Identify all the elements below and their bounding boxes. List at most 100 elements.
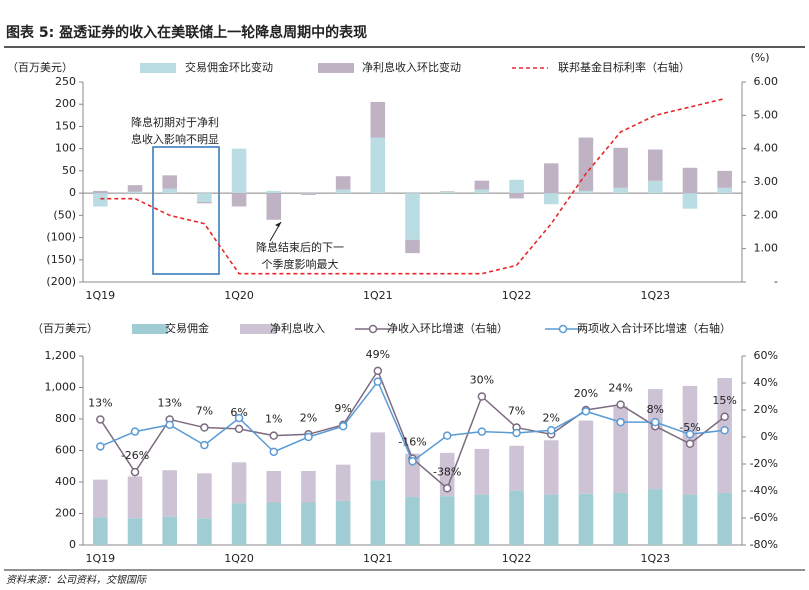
line-marker (373, 377, 383, 386)
bar (717, 493, 732, 545)
data-label: 1% (265, 413, 282, 426)
bar (197, 193, 212, 202)
legend-label: 交易佣金 (165, 321, 209, 335)
data-label: 9% (334, 402, 351, 415)
source-note: 资料来源：公司资料，交银国际 (6, 574, 147, 586)
data-label: 13% (157, 396, 181, 409)
bar (197, 202, 212, 204)
bar (474, 189, 490, 194)
bar (613, 493, 628, 545)
y2-tick-label: 5.00 (754, 108, 779, 121)
line-marker (442, 431, 452, 440)
bar (335, 189, 351, 194)
legend-label: 净收入环比增速（右轴） (387, 321, 508, 335)
data-label: -5% (679, 421, 700, 434)
line-marker (130, 467, 140, 477)
bar (578, 137, 594, 191)
y-tick-label: 0 (69, 538, 76, 551)
legend-label: 联邦基金目标利率（右轴） (558, 60, 690, 74)
bar (335, 464, 351, 501)
y-tick-label: 0 (69, 186, 76, 199)
x-tick-label: 1Q21 (363, 289, 393, 302)
y-tick-label: 400 (55, 475, 76, 488)
line-marker (338, 421, 348, 431)
data-label: -26% (121, 449, 149, 462)
y-tick-label: (200) (46, 275, 76, 288)
x-tick-label: 1Q23 (640, 552, 670, 565)
y-tick-label: 150 (55, 119, 76, 132)
y-tick-label: 600 (55, 444, 76, 457)
bar (509, 445, 524, 491)
x-tick-label: 1Q22 (502, 552, 532, 565)
y2-tick-label: 6.00 (754, 75, 779, 88)
bar (648, 389, 663, 490)
legend-label: 两项收入合计环比增速（右轴） (577, 321, 731, 335)
bar (717, 170, 732, 188)
y-tick-label: (150) (46, 253, 76, 266)
y2-tick-label: -80% (750, 538, 778, 551)
bar (370, 432, 386, 481)
y2-tick-label: 1.00 (754, 242, 779, 255)
y-tick-label: 250 (55, 75, 76, 88)
bar (162, 516, 177, 545)
legend-swatch (140, 63, 176, 73)
bar (197, 518, 212, 545)
bar (648, 149, 663, 181)
bar (648, 489, 663, 545)
y-tick-label: (50) (53, 208, 76, 221)
line-marker (546, 426, 556, 435)
line-marker (96, 442, 105, 451)
bar (266, 190, 282, 194)
line-marker (304, 432, 313, 442)
bar (335, 500, 351, 545)
bar (578, 420, 594, 494)
bar (231, 462, 247, 504)
bar (301, 193, 316, 195)
line-marker (720, 412, 729, 421)
bar (370, 137, 386, 194)
bar (197, 473, 212, 519)
line-marker (685, 439, 695, 448)
line-marker (96, 415, 105, 424)
bar (231, 503, 247, 545)
bar (439, 496, 455, 545)
legend-swatch (132, 324, 168, 334)
line-marker (234, 424, 244, 434)
x-tick-label: 1Q22 (502, 289, 532, 302)
line-marker (165, 420, 174, 430)
data-label: 7% (508, 405, 525, 418)
line-marker (581, 407, 591, 416)
y2-tick-label: -40% (750, 484, 778, 497)
line-marker (651, 417, 660, 427)
bar (370, 102, 386, 138)
bar (405, 496, 420, 545)
annotation: 降息初期对于净利 (131, 115, 219, 129)
y-tick-label: 200 (55, 507, 76, 520)
data-label: 15% (712, 394, 736, 407)
x-tick-label: 1Q19 (86, 552, 116, 565)
data-label: 8% (647, 403, 664, 416)
y2-tick-label: 2.00 (754, 208, 779, 221)
bar (509, 193, 524, 199)
line-marker (442, 484, 452, 493)
y2-tick-label: -60% (750, 511, 778, 524)
line-marker (130, 427, 140, 436)
x-tick-label: 1Q19 (86, 289, 116, 302)
line-marker (616, 417, 625, 427)
data-label: 24% (608, 382, 632, 395)
data-label: 49% (366, 348, 390, 361)
bar (439, 192, 455, 194)
line-marker (616, 400, 625, 409)
y-tick-label: 200 (55, 97, 76, 110)
bar (613, 406, 628, 494)
bar (474, 494, 490, 545)
x-tick-label: 1Q20 (224, 552, 254, 565)
y-axis-label: （百万美元） (7, 61, 73, 74)
legend-swatch (240, 324, 276, 334)
y-axis-label: （百万美元） (32, 322, 98, 335)
bar (717, 187, 732, 194)
legend-label: 交易佣金环比变动 (185, 60, 273, 74)
bar (266, 502, 282, 545)
bar (474, 180, 490, 190)
